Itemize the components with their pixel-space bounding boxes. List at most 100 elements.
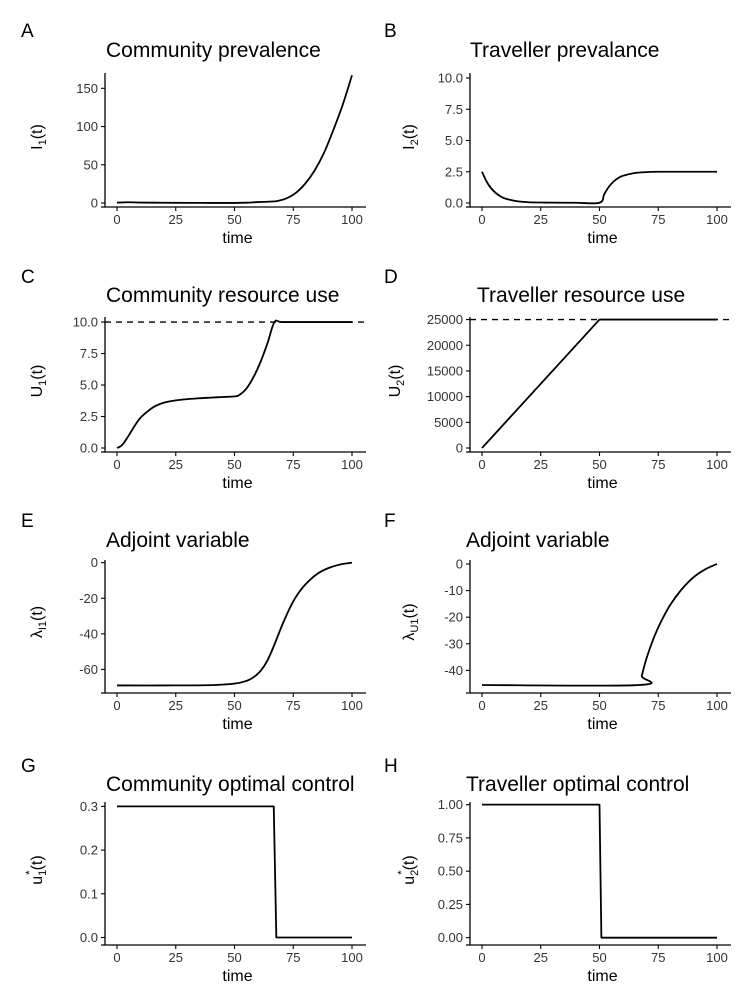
y-tick-label: 7.5 [445,102,463,117]
y-tick-label: 0.2 [80,843,98,858]
x-tick-label: 50 [592,457,606,472]
x-tick-label: 50 [227,950,241,965]
series-line [116,75,353,204]
x-axis-label: time [222,475,252,492]
x-axis-label: time [222,230,252,247]
y-label-base: u [401,876,418,885]
y-label-tail: (t) [29,606,46,621]
panel-a: A Community prevalence 0 25 50 75 100 0 50 100 150… [21,21,366,247]
y-label-superscript: * [24,870,36,875]
x-tick-label: 0 [478,698,485,713]
y-axis-label: I2(t) [401,124,421,150]
y-tick-label: -20 [444,610,463,625]
y-tick-label: -40 [444,663,463,678]
x-tick-label: 0 [113,950,120,965]
y-tick-label: 150 [76,81,98,96]
y-label-tail: (t) [29,365,46,380]
y-label-base: u [29,876,46,885]
x-tick-label: 0 [113,698,120,713]
chart-title: Adjoint variable [466,529,610,552]
x-tick-label: 25 [169,698,183,713]
y-tick-label: -30 [444,636,463,651]
series-line [481,318,717,449]
y-label-base: λ [29,630,46,638]
y-tick-label: 0.50 [438,864,463,879]
y-label-superscript: * [396,870,408,875]
y-axis-label: u2*(t) [396,855,421,884]
x-tick-label: 25 [534,457,548,472]
x-tick-label: 75 [651,212,665,227]
y-axis-label: U2(t) [387,365,407,398]
x-tick-label: 75 [286,457,300,472]
y-tick-label: 10.0 [438,71,463,86]
y-tick-label: -20 [79,591,98,606]
y-axis-label: U1(t) [29,365,49,398]
x-tick-label: 50 [227,212,241,227]
x-tick-label: 100 [341,457,363,472]
x-tick-label: 25 [169,212,183,227]
y-label-base: I [29,145,46,149]
x-tick-label: 75 [651,950,665,965]
y-tick-label: 0.0 [445,196,463,211]
y-axis-label: I1(t) [29,124,49,150]
series-line [482,803,717,939]
y-tick-label: 100 [76,119,98,134]
y-tick-label: 0.0 [80,930,98,945]
series-line [117,805,352,939]
x-axis-label: time [587,968,617,985]
x-tick-label: 50 [592,212,606,227]
x-tick-label: 50 [592,950,606,965]
y-label-subscript: 1 [37,380,49,386]
x-tick-label: 25 [169,457,183,472]
x-axis-label: time [587,716,617,733]
chart-title: Community prevalence [106,39,321,62]
chart-title: Adjoint variable [106,529,250,552]
y-tick-label: 20000 [427,338,463,353]
x-tick-label: 50 [227,698,241,713]
y-tick-label: 0.75 [438,830,463,845]
y-label-tail: (t) [29,124,46,139]
chart-title: Traveller optimal control [466,773,689,796]
panel-label: D [384,267,398,288]
series-line [481,170,717,205]
x-tick-label: 75 [651,457,665,472]
y-label-tail: (t) [401,124,418,139]
y-label-tail: (t) [401,603,418,618]
x-tick-label: 100 [706,212,728,227]
x-tick-label: 50 [592,698,606,713]
y-tick-label: 5.0 [80,378,98,393]
y-label-base: U [29,386,46,398]
y-label-base: λ [401,633,418,641]
y-tick-label: 0 [456,441,463,456]
x-tick-label: 50 [227,457,241,472]
y-tick-label: -10 [444,583,463,598]
y-tick-label: 10.0 [73,315,98,330]
x-axis-label: time [222,716,252,733]
x-tick-label: 25 [534,698,548,713]
panel-c: C Community resource use 0 25 50 75 100 0.0 2.5 5… [21,267,366,492]
panel-label: B [384,21,397,42]
y-tick-label: 5000 [434,415,463,430]
y-tick-label: 7.5 [80,346,98,361]
y-tick-label: 5.0 [445,133,463,148]
y-label-base: I [401,145,418,149]
y-label-subscript: 2 [409,139,421,145]
x-tick-label: 75 [651,698,665,713]
y-tick-label: 0.25 [438,897,463,912]
y-label-subscript: 1 [37,139,49,145]
y-axis-label: λI1(t) [29,606,49,638]
x-tick-label: 0 [478,950,485,965]
x-tick-label: 100 [706,457,728,472]
y-label-tail: (t) [29,855,46,870]
panel-h: H Traveller optimal control 0 25 50 75 100 0.00… [384,756,731,985]
y-tick-label: 0 [91,196,98,211]
x-tick-label: 75 [286,212,300,227]
series-line [481,563,718,687]
x-tick-label: 0 [113,457,120,472]
panel-label: G [21,756,36,777]
x-tick-label: 0 [113,212,120,227]
x-tick-label: 100 [341,950,363,965]
panel-label: A [21,21,34,42]
